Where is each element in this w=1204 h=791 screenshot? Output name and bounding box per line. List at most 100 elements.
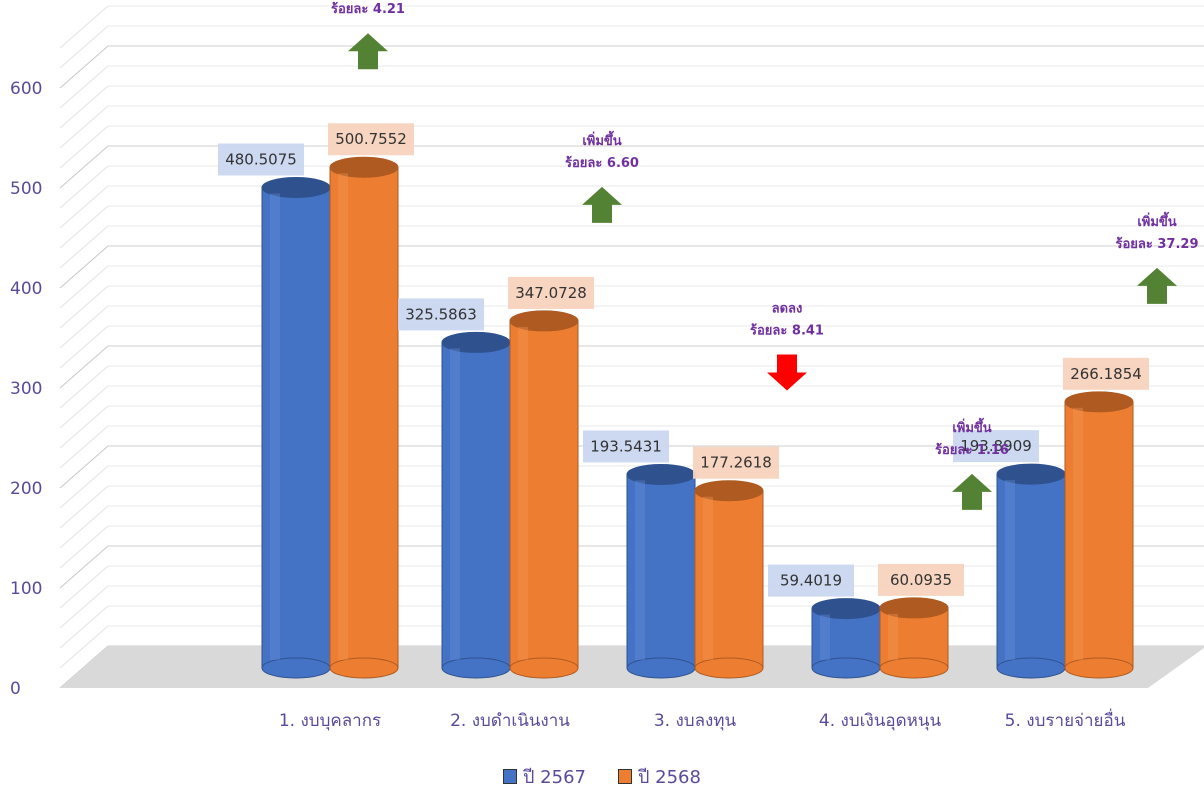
grid-side-line (59, 325, 109, 369)
x-tick-label: 5. งบรายจ่ายอื่น (1005, 708, 1126, 731)
grid-side-line (59, 165, 109, 209)
legend-item-2568: ปี 2568 (618, 762, 701, 791)
bar-highlight (820, 614, 830, 660)
grid-side-line (59, 225, 109, 269)
grid-side-line (59, 385, 109, 429)
annotation-line1: เพิ่มขึ้น (1137, 211, 1176, 230)
value-label-bg (878, 563, 964, 596)
annotation-line2: ร้อยละ 4.21 (331, 1, 405, 17)
bar-2567 (811, 598, 881, 679)
bar-2567 (996, 463, 1066, 679)
value-label-2568: 266.1854 (1063, 357, 1149, 390)
grid-side-line (59, 65, 109, 109)
annotation-line2: ร้อยละ 8.41 (750, 322, 824, 338)
grid-side-line (59, 405, 109, 449)
x-tick-label: 2. งบดำเนินงาน (450, 711, 570, 731)
value-label-bg (1063, 357, 1149, 390)
grid-side-line (59, 5, 109, 49)
bar-2568 (1064, 391, 1134, 679)
x-axis: 1. งบบุคลากร 2. งบดำเนินงาน 3. งบลงทุน 4. ง… (279, 708, 1126, 731)
grid-side-line (59, 505, 109, 549)
bar-top (509, 310, 579, 332)
y-tick-label: 400 (10, 279, 42, 299)
grid-side-line (59, 185, 109, 229)
value-label-2567: 59.4019 (768, 564, 854, 597)
bar-top (1064, 391, 1134, 413)
value-label-bg (768, 564, 854, 597)
grid-side-line (59, 425, 109, 469)
bar-body (996, 473, 1066, 669)
grid-side-line (59, 305, 109, 349)
value-label-text: 347.0728 (515, 284, 587, 302)
bar-highlight (1073, 407, 1083, 660)
annotation-5: เพิ่มขึ้นร้อยละ 37.29 (1115, 211, 1199, 304)
annotation-line2: ร้อยละ 1.16 (935, 442, 1009, 458)
legend-label-2567: ปี 2567 (523, 767, 586, 788)
value-label-text: 480.5075 (225, 150, 297, 168)
value-label-bg (583, 430, 669, 463)
grid-side-line (59, 625, 109, 669)
bar-highlight (888, 613, 898, 660)
bar-2568 (879, 597, 949, 679)
value-label-text: 193.8909 (960, 437, 1032, 455)
annotation-4: เพิ่มขึ้นร้อยละ 1.16 (935, 417, 1009, 510)
bar-2568 (509, 310, 579, 679)
annotation-1: เพิ่มขึ้นร้อยละ 4.21 (331, 1, 405, 70)
grid-side-line (59, 145, 109, 189)
bar-top (694, 480, 764, 502)
bar-highlight (518, 326, 528, 660)
value-label-2567: 193.8909 (953, 430, 1039, 463)
bar-base (879, 657, 949, 679)
value-label-bg (693, 446, 779, 479)
value-label-text: 177.2618 (700, 454, 772, 472)
bar-base (694, 657, 764, 679)
y-tick-label: 200 (10, 479, 42, 499)
bar-base (1064, 657, 1134, 679)
bar-base (261, 657, 331, 679)
value-label-text: 60.0935 (890, 571, 952, 589)
value-label-2568: 60.0935 (878, 563, 964, 596)
y-tick-label: 600 (10, 79, 42, 99)
bar-highlight (338, 173, 348, 660)
bar-base (441, 657, 511, 679)
grid-side-line (59, 85, 109, 129)
bar-base (626, 657, 696, 679)
bars (261, 156, 1134, 679)
bar-base (509, 657, 579, 679)
value-label-2568: 347.0728 (508, 276, 594, 309)
grid-side-line (59, 265, 109, 309)
annotation-line1: เพิ่มขึ้น (582, 130, 621, 149)
annotation-2: เพิ่มขึ้นร้อยละ 6.60 (565, 130, 639, 223)
x-tick-label: 4. งบเงินอุดหนุน (819, 711, 942, 731)
grid-side-line (59, 365, 109, 409)
value-label-text: 59.4019 (780, 572, 842, 590)
bar-2567 (626, 463, 696, 679)
bar-highlight (270, 193, 280, 660)
arrow-up-icon (582, 186, 622, 223)
bar-highlight (450, 348, 460, 660)
bar-body (694, 490, 764, 669)
grid-side-line (59, 465, 109, 509)
y-tick-label: 0 (10, 679, 21, 699)
legend-swatch-2567 (503, 769, 518, 784)
y-tick-label: 100 (10, 579, 42, 599)
grid-side-line (59, 285, 109, 329)
bar-highlight (1005, 480, 1015, 660)
value-label-2567: 325.5863 (398, 298, 484, 331)
arrow-down-icon (767, 354, 807, 391)
legend-swatch-2568 (618, 769, 632, 784)
x-tick-label: 1. งบบุคลากร (279, 711, 381, 731)
annotation-line2: ร้อยละ 37.29 (1115, 236, 1198, 252)
bar-chart: 0 100 200 300 400 500 600 480.5075 500.7552 325.… (10, 1, 1204, 731)
y-axis: 0 100 200 300 400 500 600 (10, 79, 42, 699)
bar-2567 (261, 176, 331, 679)
grid-side-line (59, 445, 109, 489)
annotation-line1: เพิ่มขึ้น (952, 417, 991, 436)
grid-side-line (59, 245, 109, 289)
grid-side-line (59, 45, 109, 89)
grid-side-line (59, 125, 109, 169)
arrow-up-icon (1137, 267, 1177, 304)
value-label-2567: 193.5431 (583, 430, 669, 463)
bar-top (879, 597, 949, 619)
